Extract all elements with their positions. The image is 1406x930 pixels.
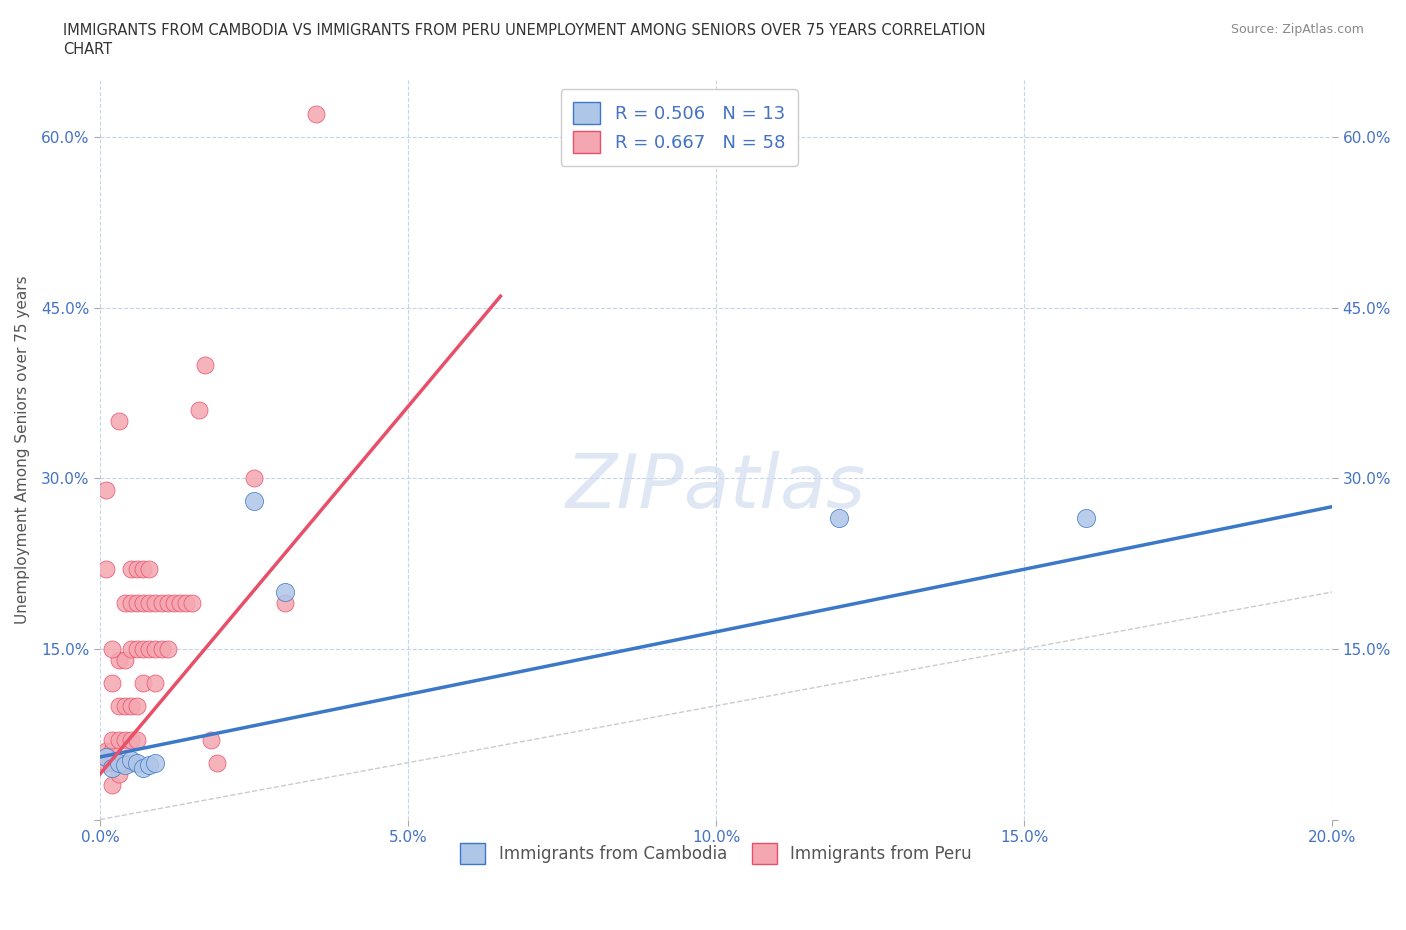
Point <box>114 755 136 770</box>
Point <box>1074 511 1097 525</box>
Point <box>120 562 142 577</box>
Point <box>132 596 155 611</box>
Point <box>107 755 129 770</box>
Point <box>274 585 297 600</box>
Point <box>304 107 326 122</box>
Point <box>120 596 142 611</box>
Point <box>145 596 167 611</box>
Point <box>114 653 136 668</box>
Point <box>125 562 148 577</box>
Point <box>125 755 148 770</box>
Point <box>156 642 179 657</box>
Point <box>96 482 118 497</box>
Point <box>828 511 851 525</box>
Point <box>138 642 160 657</box>
Point <box>125 642 148 657</box>
Point <box>114 698 136 713</box>
Point <box>163 596 186 611</box>
Point <box>145 642 167 657</box>
Point <box>132 675 155 690</box>
Point <box>101 744 124 759</box>
Point <box>125 596 148 611</box>
Point <box>145 675 167 690</box>
Point <box>101 733 124 748</box>
Point <box>243 494 266 509</box>
Point <box>150 642 173 657</box>
Point <box>132 761 155 776</box>
Point <box>101 675 124 690</box>
Point <box>114 596 136 611</box>
Point <box>132 562 155 577</box>
Y-axis label: Unemployment Among Seniors over 75 years: Unemployment Among Seniors over 75 years <box>15 275 30 624</box>
Point <box>120 753 142 768</box>
Point <box>96 562 118 577</box>
Point <box>107 755 129 770</box>
Point <box>120 755 142 770</box>
Point <box>181 596 204 611</box>
Point <box>107 414 129 429</box>
Point <box>107 766 129 781</box>
Point <box>101 642 124 657</box>
Point <box>96 750 118 764</box>
Point <box>132 642 155 657</box>
Point <box>96 744 118 759</box>
Point <box>114 758 136 773</box>
Legend: Immigrants from Cambodia, Immigrants from Peru: Immigrants from Cambodia, Immigrants fro… <box>454 837 979 870</box>
Point <box>101 778 124 793</box>
Point <box>101 755 124 770</box>
Point <box>107 733 129 748</box>
Point <box>120 698 142 713</box>
Point <box>138 596 160 611</box>
Point <box>174 596 197 611</box>
Point <box>125 698 148 713</box>
Point <box>114 733 136 748</box>
Point <box>120 642 142 657</box>
Point <box>138 562 160 577</box>
Point <box>125 733 148 748</box>
Point <box>200 733 222 748</box>
Text: Source: ZipAtlas.com: Source: ZipAtlas.com <box>1230 23 1364 36</box>
Point <box>187 403 209 418</box>
Point <box>169 596 191 611</box>
Point <box>120 733 142 748</box>
Point <box>145 755 167 770</box>
Point <box>205 755 228 770</box>
Point <box>107 698 129 713</box>
Point <box>243 471 266 485</box>
Point <box>150 596 173 611</box>
Text: CHART: CHART <box>63 42 112 57</box>
Point <box>274 596 297 611</box>
Text: IMMIGRANTS FROM CAMBODIA VS IMMIGRANTS FROM PERU UNEMPLOYMENT AMONG SENIORS OVER: IMMIGRANTS FROM CAMBODIA VS IMMIGRANTS F… <box>63 23 986 38</box>
Text: ZIPatlas: ZIPatlas <box>567 451 866 523</box>
Point <box>194 357 217 372</box>
Point <box>96 755 118 770</box>
Point <box>107 653 129 668</box>
Point <box>156 596 179 611</box>
Point <box>101 761 124 776</box>
Point <box>138 758 160 773</box>
